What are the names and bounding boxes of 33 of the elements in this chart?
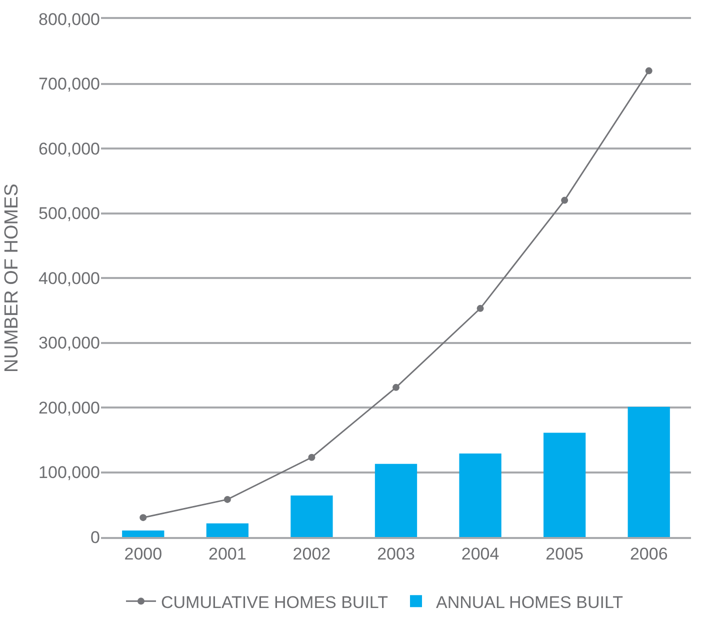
- x-tick-label: 2002: [292, 544, 331, 564]
- bar: [122, 530, 164, 537]
- y-tick-label: 200,000: [38, 398, 100, 418]
- bar: [459, 453, 502, 537]
- x-tick-label: 2000: [124, 544, 162, 564]
- x-tick-label: 2005: [546, 544, 584, 564]
- point: [224, 496, 231, 503]
- bar: [290, 496, 333, 537]
- y-tick-label: 300,000: [38, 334, 100, 353]
- bar: [206, 523, 248, 537]
- legend-label: ANNUAL HOMES BUILT: [436, 592, 624, 612]
- bar: [374, 464, 418, 537]
- point: [645, 67, 652, 74]
- y-axis-title: NUMBER OF HOMES: [1, 184, 22, 372]
- point: [140, 514, 147, 522]
- y-tick-label: 600,000: [38, 139, 100, 158]
- bar: [544, 432, 586, 537]
- x-tick-label: 2003: [377, 544, 415, 564]
- y-tick-label: 400,000: [38, 268, 100, 288]
- point: [561, 196, 568, 204]
- y-tick-label: 0: [90, 528, 100, 547]
- y-tick-label: 700,000: [38, 74, 100, 94]
- bar: [628, 406, 670, 537]
- x-tick-label: 2001: [208, 544, 246, 564]
- point: [392, 384, 400, 391]
- point: [308, 454, 316, 461]
- legend-label: CUMULATIVE HOMES BUILT: [161, 592, 388, 612]
- y-tick-label: 800,000: [38, 10, 100, 29]
- x-tick-label: 2004: [461, 544, 500, 564]
- y-tick-label: 100,000: [38, 463, 100, 482]
- point: [476, 304, 484, 312]
- x-tick-label: 2006: [630, 544, 668, 564]
- y-tick-label: 500,000: [38, 204, 100, 224]
